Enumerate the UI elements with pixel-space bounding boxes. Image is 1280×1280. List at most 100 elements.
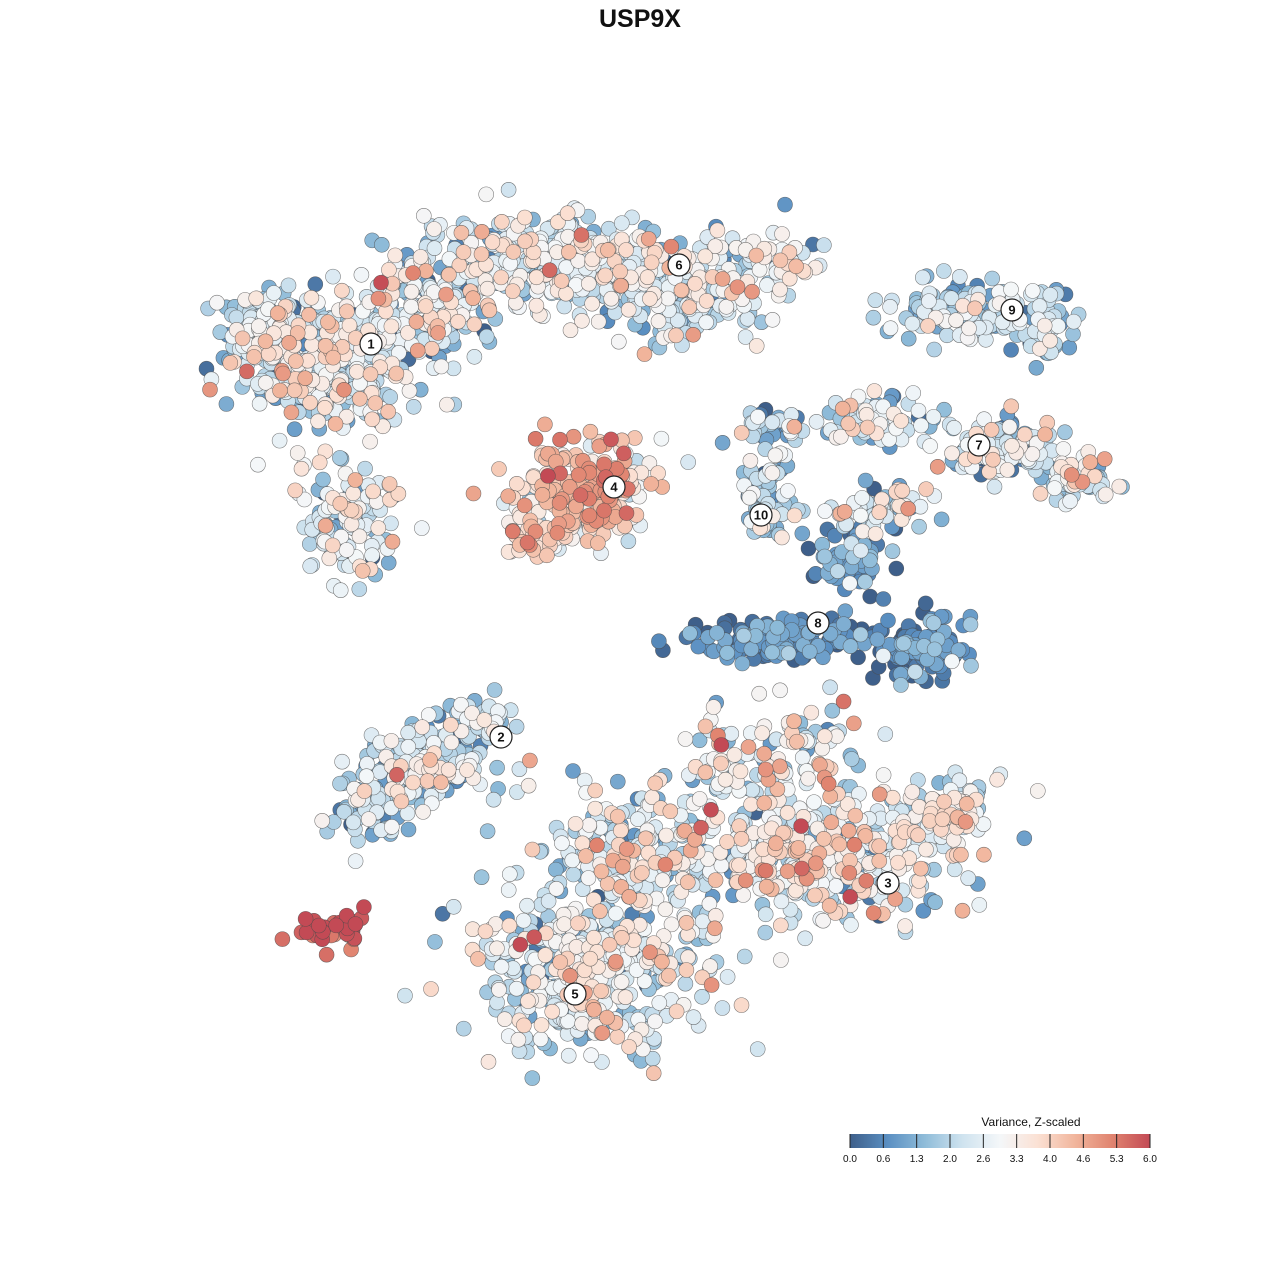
scatter-point <box>367 395 384 411</box>
scatter-point <box>339 303 355 320</box>
scatter-point <box>257 333 274 350</box>
scatter-point <box>719 969 736 985</box>
scatter-point <box>756 795 773 811</box>
scatter-point <box>636 973 653 989</box>
scatter-point <box>839 796 856 812</box>
scatter-point <box>272 382 288 399</box>
scatter-point <box>781 270 798 287</box>
scatter-point <box>954 902 971 919</box>
scatter-point <box>616 445 632 462</box>
scatter-point <box>830 563 846 579</box>
scatter-point <box>824 702 841 719</box>
scatter-point <box>680 454 696 470</box>
scatter-point <box>957 814 974 830</box>
scatter-point <box>275 365 291 382</box>
scatter-point <box>324 537 341 554</box>
scatter-point <box>370 290 387 307</box>
cluster-label-text: 4 <box>610 480 618 495</box>
scatter-point <box>489 759 505 776</box>
scatter-point <box>1065 313 1082 330</box>
scatter-point <box>420 707 437 723</box>
scatter-point <box>390 486 407 502</box>
scatter-point <box>388 365 405 382</box>
scatter-point <box>719 834 735 850</box>
scatter-point <box>808 855 824 872</box>
colorbar-legend: Variance, Z-scaled 0.0 0.6 1.3 2.0 2.6 3.3 4.0… <box>843 1115 1157 1165</box>
scatter-point <box>524 1070 541 1086</box>
scatter-point <box>882 299 898 315</box>
scatter-point <box>654 953 670 970</box>
scatter-point <box>517 209 533 226</box>
scatter-point <box>360 811 377 827</box>
scatter-point <box>1016 830 1033 847</box>
scatter-point <box>519 897 535 914</box>
cluster-label-badge <box>967 433 991 457</box>
scatter-point <box>520 993 536 1009</box>
scatter-point <box>551 495 568 511</box>
scatter-point <box>338 542 355 558</box>
scatter-point <box>380 555 397 571</box>
scatter-point <box>772 682 788 699</box>
scatter-point <box>400 821 417 838</box>
scatter-point <box>540 893 557 909</box>
scatter-point <box>840 415 857 432</box>
scatter-point <box>505 523 521 540</box>
scatter-point <box>1096 451 1113 467</box>
scatter-point <box>833 428 849 445</box>
scatter-point <box>477 923 494 940</box>
scatter-point <box>757 761 774 778</box>
scatter-point <box>393 793 410 810</box>
scatter-point <box>847 807 864 824</box>
scatter-point <box>202 381 218 398</box>
scatter-point <box>1028 360 1045 376</box>
scatter-point <box>433 358 450 375</box>
scatter-point <box>816 831 832 847</box>
scatter-point <box>508 980 525 997</box>
scatter-point <box>1055 441 1072 457</box>
scatter-point <box>403 283 420 300</box>
scatter-point <box>321 550 338 567</box>
scatter-point <box>697 248 713 265</box>
cluster-label-badge <box>359 332 383 356</box>
colorbar-rect <box>850 1134 1150 1148</box>
scatter-point <box>302 558 318 574</box>
scatter-point <box>334 282 350 299</box>
scatter-point <box>572 487 589 503</box>
scatter-point <box>332 775 348 792</box>
cluster-label-2: 2 <box>489 725 513 749</box>
scatter-point <box>387 247 403 264</box>
scatter-point <box>735 627 752 644</box>
scatter-point <box>918 841 934 858</box>
scatter-point <box>397 987 413 1004</box>
scatter-point <box>587 782 603 799</box>
scatter-point <box>1111 478 1128 495</box>
scatter-point <box>549 525 566 541</box>
scatter-point <box>713 737 730 753</box>
scatter-point <box>976 846 992 863</box>
scatter-point <box>412 249 429 265</box>
scatter-point <box>1061 339 1078 356</box>
scatter-point <box>303 290 320 306</box>
scatter-point <box>843 751 860 767</box>
scatter-point <box>345 814 362 831</box>
scatter-point <box>936 263 952 279</box>
scatter-point <box>414 520 430 536</box>
scatter-point <box>405 774 421 791</box>
scatter-point <box>527 523 544 540</box>
scatter-point <box>297 370 313 386</box>
scatter-point <box>532 1031 549 1047</box>
scatter-point <box>884 543 901 559</box>
scatter-point <box>486 682 503 698</box>
scatter-point <box>926 641 943 658</box>
scatter-point <box>654 872 671 888</box>
scatter-point <box>500 182 517 198</box>
colorbar-tick-label: 0.0 <box>843 1154 857 1165</box>
scatter-point <box>250 456 266 473</box>
scatter-point <box>281 335 297 351</box>
cluster-label-text: 7 <box>975 438 982 453</box>
scatter-point <box>620 301 637 318</box>
scatter-point <box>474 224 490 240</box>
scatter-point <box>854 490 870 506</box>
scatter-point <box>266 285 282 301</box>
scatter-point <box>741 489 758 506</box>
